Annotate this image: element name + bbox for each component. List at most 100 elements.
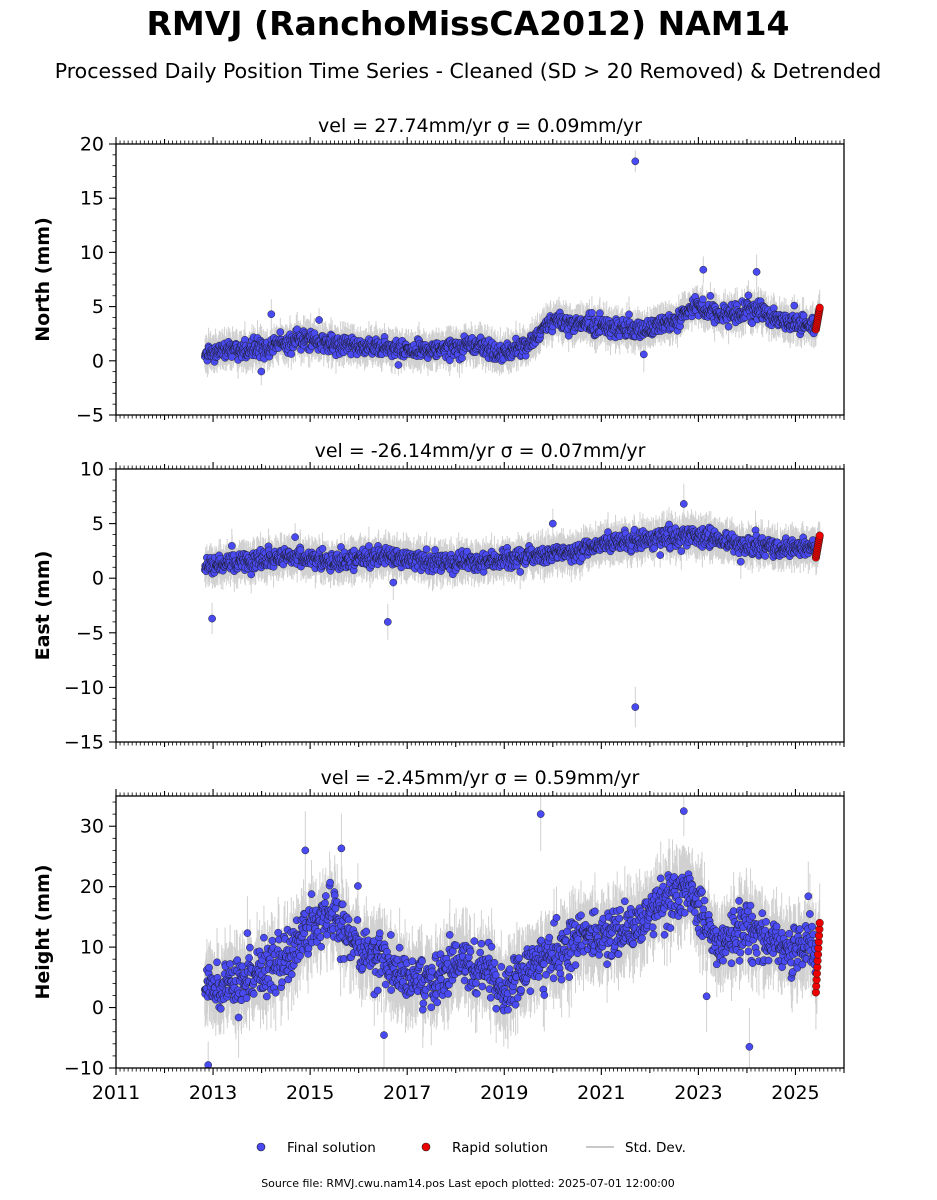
final-solution-point bbox=[380, 1031, 388, 1039]
final-solution-point bbox=[677, 547, 686, 555]
final-solution-point bbox=[234, 1013, 243, 1022]
y-tick-label: 5 bbox=[92, 513, 104, 535]
final-solution-point bbox=[706, 292, 715, 300]
y-ticks bbox=[109, 468, 116, 743]
final-solution-point bbox=[516, 568, 525, 576]
final-solution-point bbox=[445, 931, 454, 939]
final-solution-point bbox=[362, 927, 371, 936]
height-panel: 2011 2013 2015 2017 2019 2021 2023 2025−1001020… bbox=[32, 767, 845, 1104]
north-panel: −5 0 5 10 15 20 North (mm) vel = 27.74mm/yr σ =… bbox=[32, 115, 845, 427]
final-solution-point bbox=[315, 316, 323, 324]
final-solution-points bbox=[200, 500, 820, 711]
final-solution-point bbox=[245, 954, 253, 962]
final-solution-point bbox=[373, 986, 382, 995]
final-solution-point bbox=[344, 915, 353, 924]
y-tick-label: −15 bbox=[64, 732, 104, 754]
final-solution-point bbox=[383, 618, 392, 626]
final-solution-point bbox=[534, 973, 543, 981]
final-solution-point bbox=[639, 350, 648, 359]
final-solution-point bbox=[470, 937, 479, 945]
final-solution-point bbox=[394, 361, 403, 369]
y-tick-label: −10 bbox=[64, 677, 104, 699]
final-solution-point bbox=[472, 979, 480, 987]
axes-frame bbox=[115, 468, 845, 743]
final-solution-point bbox=[418, 957, 426, 966]
x-ticks bbox=[115, 137, 845, 422]
final-solution-point bbox=[304, 944, 313, 953]
final-solution-point bbox=[486, 993, 495, 1002]
final-solution-point bbox=[656, 874, 665, 883]
final-solution-point bbox=[629, 939, 638, 948]
final-solution-point bbox=[700, 896, 709, 905]
final-solution-point bbox=[648, 923, 657, 932]
final-solution-point bbox=[331, 904, 340, 913]
final-solution-point bbox=[353, 916, 362, 924]
rapid-solution-points bbox=[811, 531, 824, 562]
panel-title-vel: vel = 27.74mm/yr bbox=[318, 115, 497, 137]
y-tick-label: −5 bbox=[76, 405, 104, 427]
final-solution-point bbox=[476, 948, 485, 957]
final-solution-point bbox=[614, 950, 623, 959]
final-solution-point bbox=[213, 958, 221, 967]
final-solution-point bbox=[515, 954, 523, 962]
y-tick-label: 15 bbox=[80, 188, 104, 210]
final-solution-point bbox=[588, 308, 596, 317]
rapid-solution-points bbox=[811, 303, 824, 334]
y-axis-label: East (mm) bbox=[32, 551, 54, 661]
east-panel: −15 −10 −5 0 5 10 East (mm) vel = -26.14mm/yr σ… bbox=[32, 440, 845, 754]
final-solution-point bbox=[699, 265, 708, 274]
final-solution-point bbox=[719, 956, 727, 965]
final-solution-point bbox=[318, 544, 327, 553]
final-solution-point bbox=[549, 974, 558, 983]
final-solution-point bbox=[596, 309, 604, 318]
final-solution-point bbox=[257, 367, 266, 376]
final-solution-point bbox=[761, 552, 770, 560]
final-solution-point bbox=[526, 987, 535, 996]
final-solution-point bbox=[492, 1004, 501, 1013]
final-solution-point bbox=[603, 960, 611, 969]
final-solution-point bbox=[460, 976, 469, 985]
final-solution-point bbox=[542, 970, 550, 979]
final-solution-point bbox=[736, 557, 745, 566]
panel-title-vel: vel = -26.14mm/yr bbox=[315, 440, 501, 462]
final-solution-point bbox=[698, 295, 707, 304]
final-solution-point bbox=[698, 887, 706, 896]
final-solution-point bbox=[571, 961, 580, 969]
final-solution-point bbox=[427, 1003, 436, 1012]
final-solution-point bbox=[478, 982, 487, 991]
final-solution-point bbox=[517, 986, 525, 994]
final-solution-point bbox=[317, 942, 326, 951]
final-solution-point bbox=[444, 990, 452, 998]
final-solution-point bbox=[577, 911, 585, 920]
final-solution-point bbox=[243, 929, 252, 937]
y-tick-label: 0 bbox=[92, 350, 104, 372]
std-dev-bars bbox=[204, 483, 821, 728]
y-tick-label: −5 bbox=[76, 622, 104, 644]
final-solution-point bbox=[216, 1004, 225, 1013]
final-solution-point bbox=[326, 878, 334, 887]
figure-subtitle: Processed Daily Position Time Series - C… bbox=[55, 59, 882, 83]
y-tick-label: 0 bbox=[92, 568, 104, 590]
y-tick-label: 10 bbox=[80, 242, 104, 264]
final-solution-point bbox=[674, 897, 683, 905]
panel-title: vel = -26.14mm/yr σ = 0.07mm/yr bbox=[315, 440, 646, 462]
final-solution-point bbox=[321, 892, 330, 900]
y-tick-label: 10 bbox=[80, 459, 104, 481]
final-solution-point bbox=[381, 980, 390, 989]
final-solution-point bbox=[477, 939, 486, 948]
final-solution-point bbox=[545, 933, 554, 942]
final-solution-point bbox=[242, 994, 251, 1003]
final-solution-point bbox=[267, 310, 276, 319]
final-solution-point bbox=[724, 322, 733, 331]
final-solution-point bbox=[316, 933, 325, 942]
final-solution-point bbox=[799, 311, 808, 320]
final-solution-point bbox=[278, 978, 286, 987]
final-solution-point bbox=[565, 973, 574, 981]
final-solution-point bbox=[338, 900, 347, 909]
y-axis-label: North (mm) bbox=[32, 217, 54, 342]
final-solution-point bbox=[490, 958, 499, 967]
final-solution-point bbox=[268, 936, 277, 945]
final-solution-point bbox=[321, 899, 329, 907]
final-solution-point bbox=[296, 951, 304, 960]
